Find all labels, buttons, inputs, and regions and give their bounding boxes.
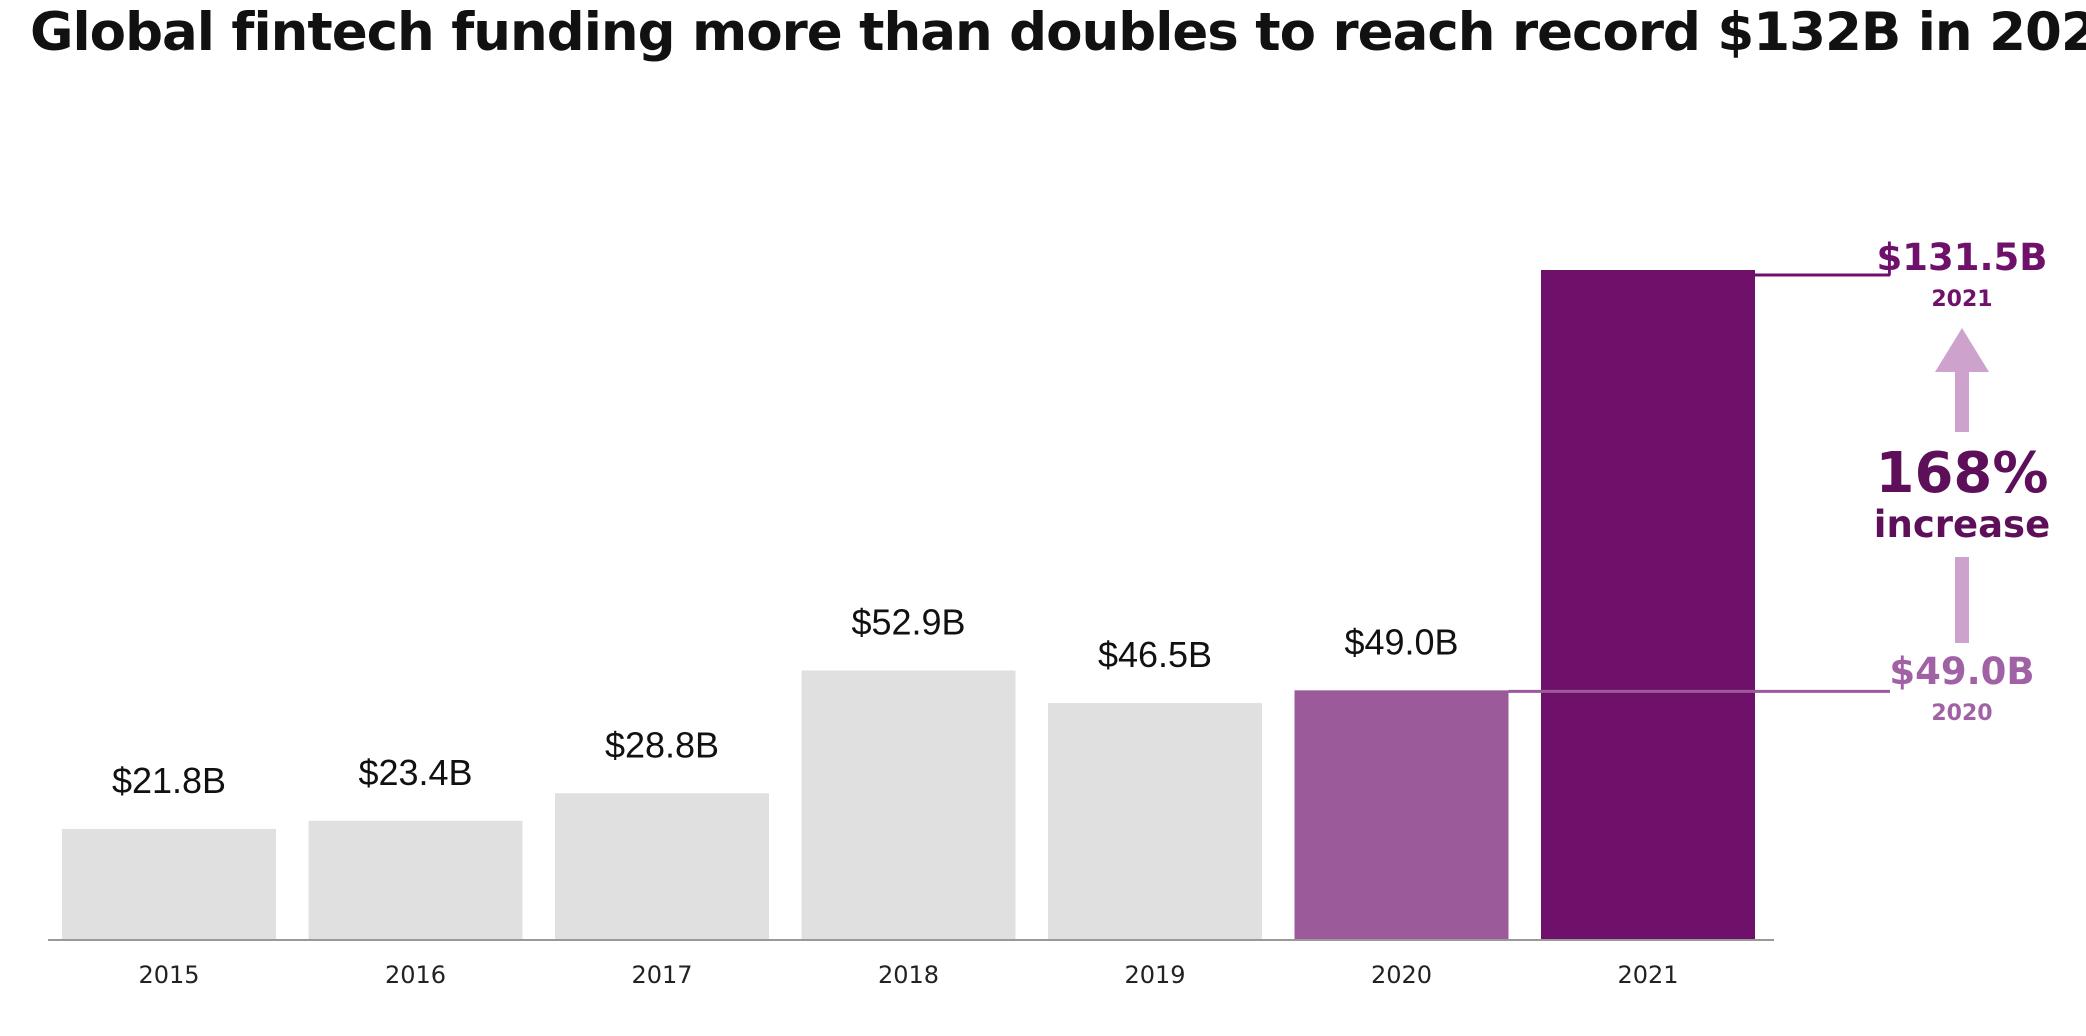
arrow-up-icon [1935, 328, 1989, 372]
tick-labels-group: 2015 2016 2017 2018 2019 2020 2021 [138, 961, 1678, 989]
chart-title: Global fintech funding more than doubles… [30, 2, 2086, 63]
x-tick-label-2017: 2017 [631, 961, 692, 989]
bar-2021 [1541, 270, 1755, 940]
bar-2018 [801, 670, 1016, 940]
value-label-2016: $23.4B [358, 752, 472, 793]
value-labels-group: $21.8B $23.4B $28.8B $52.9B $46.5B $49.0B [112, 601, 1459, 800]
value-label-2020: $49.0B [1344, 621, 1458, 662]
x-tick-label-2020: 2020 [1371, 961, 1432, 989]
annotation-value-2021: $131.5B [1877, 236, 2048, 279]
x-tick-label-2021: 2021 [1617, 961, 1678, 989]
annotation-year-2020: 2020 [1931, 701, 1992, 726]
value-label-2015: $21.8B [112, 760, 226, 801]
annotation-value-2020: $49.0B [1889, 650, 2034, 693]
value-label-2017: $28.8B [605, 724, 719, 765]
bar-2015 [62, 828, 276, 940]
bar-2016 [308, 820, 523, 940]
change-annotation: $131.5B 2021 168% increase $49.0B 2020 [1508, 236, 2050, 726]
arrow-shaft-upper [1955, 370, 1969, 432]
bars-group [62, 270, 1755, 940]
x-tick-label-2018: 2018 [878, 961, 939, 989]
bar-2019 [1048, 703, 1262, 940]
arrow-shaft-lower [1955, 557, 1969, 643]
increase-percent: 168% [1875, 441, 2048, 506]
x-tick-label-2016: 2016 [385, 961, 446, 989]
increase-label: increase [1874, 503, 2050, 546]
x-tick-label-2015: 2015 [138, 961, 199, 989]
value-label-2019: $46.5B [1098, 634, 1212, 675]
bar-2017 [555, 793, 769, 940]
value-label-2018: $52.9B [851, 601, 965, 642]
bar-2020 [1294, 690, 1509, 940]
x-tick-label-2019: 2019 [1124, 961, 1185, 989]
annotation-year-2021: 2021 [1931, 287, 1992, 312]
